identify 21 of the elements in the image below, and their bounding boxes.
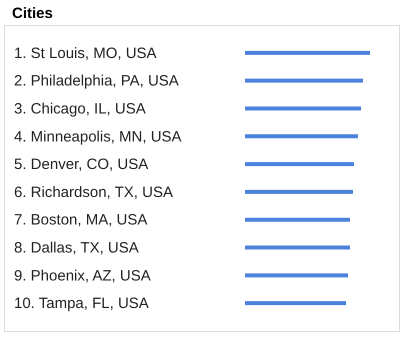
y-tick-label: 7. Boston, MA, USA (14, 212, 148, 229)
bar (245, 78, 363, 83)
bar (245, 50, 370, 55)
bar (245, 190, 353, 194)
y-tick-label: 2. Philadelphia, PA, USA (14, 72, 179, 90)
y-tick-label: 9. Phoenix, AZ, USA (14, 267, 151, 284)
y-tick-label: 10. Tampa, FL, USA (14, 295, 149, 312)
bar (245, 134, 358, 138)
bar (245, 106, 361, 110)
y-tick-label: 8. Dallas, TX, USA (14, 240, 139, 257)
bar (245, 301, 346, 306)
bar (245, 273, 348, 278)
y-tick-label: 3. Chicago, IL, USA (14, 100, 146, 118)
y-tick-label: 5. Denver, CO, USA (14, 156, 148, 174)
y-tick-label: 4. Minneapolis, MN, USA (14, 128, 182, 146)
y-tick-label: 6. Richardson, TX, USA (14, 184, 173, 201)
bar (245, 162, 354, 166)
text: Cities (12, 5, 53, 22)
bar (245, 218, 350, 222)
bar (245, 246, 350, 250)
y-tick-label: 1. St Louis, MO, USA (14, 44, 157, 62)
